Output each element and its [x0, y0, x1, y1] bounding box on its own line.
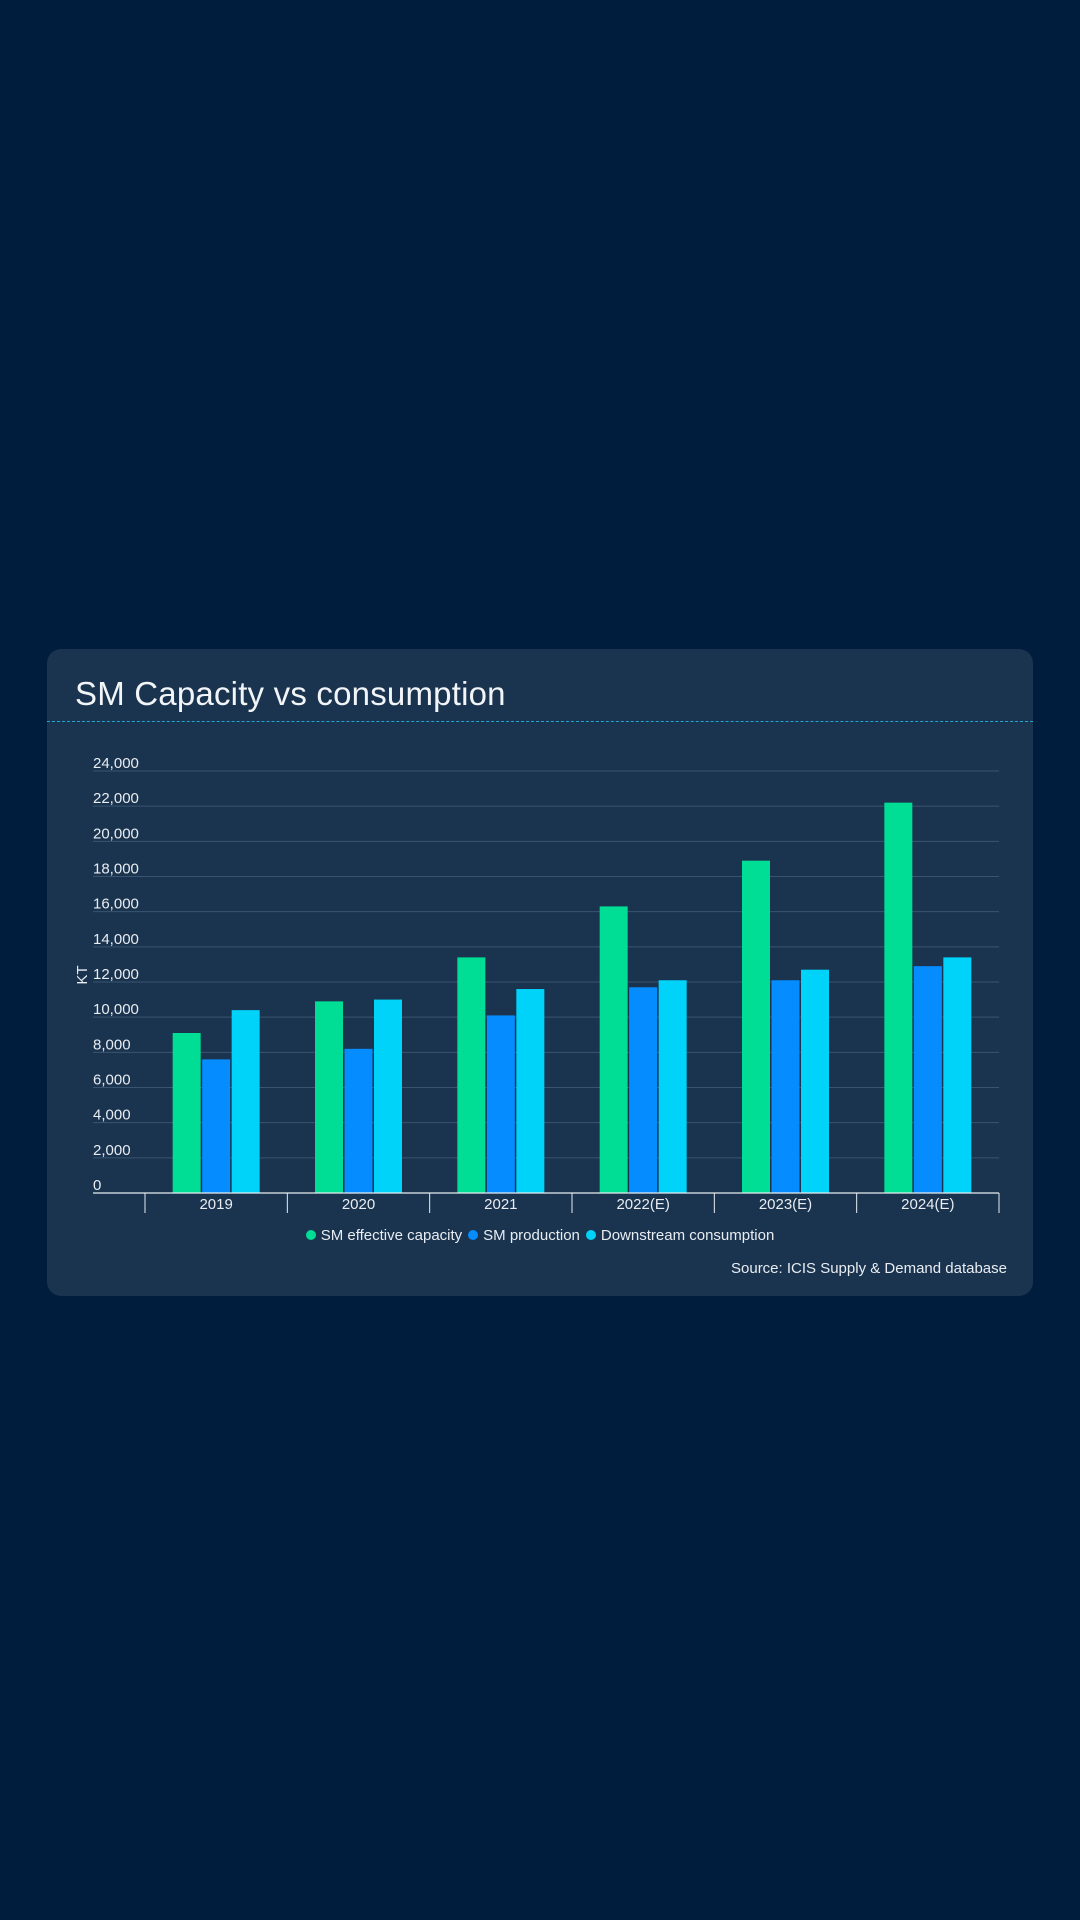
y-tick-label: 16,000: [93, 896, 139, 913]
y-tick-label: 12,000: [93, 966, 139, 983]
bar-sm-production: [486, 1015, 515, 1193]
bar-sm-production: [344, 1048, 373, 1193]
x-tick-label: 2023(E): [759, 1196, 812, 1213]
y-tick-label: 2,000: [93, 1142, 131, 1159]
legend-item: Downstream consumption: [585, 1227, 775, 1244]
bar-downstream-consumption: [374, 999, 402, 1193]
bar-sm-effective-capacity: [315, 1001, 343, 1193]
legend-swatch: [305, 1230, 316, 1240]
y-tick-label: 0: [93, 1177, 101, 1194]
bar-sm-effective-capacity: [172, 1032, 201, 1193]
title-divider: [47, 721, 1033, 722]
bar-downstream-consumption: [943, 957, 972, 1193]
y-tick-label: 22,000: [93, 790, 139, 807]
chart-legend: SM effective capacity SM production Downst…: [47, 1227, 1033, 1244]
bar-sm-effective-capacity: [599, 906, 628, 1193]
bar-sm-production: [629, 987, 658, 1193]
legend-swatch: [468, 1230, 479, 1240]
bar-sm-production: [913, 966, 942, 1193]
legend-label: SM effective capacity: [320, 1227, 463, 1244]
y-tick-label: 18,000: [93, 861, 139, 878]
legend-item: SM production: [468, 1227, 580, 1244]
legend-label: SM production: [483, 1227, 580, 1244]
y-tick-label: 20,000: [93, 825, 139, 842]
chart-title: SM Capacity vs consumption: [75, 675, 506, 712]
x-tick-label: 2024(E): [901, 1196, 954, 1213]
bar-sm-effective-capacity: [742, 860, 770, 1193]
legend-swatch: [585, 1230, 596, 1240]
bar-downstream-consumption: [658, 980, 687, 1193]
bars: [172, 802, 972, 1193]
y-tick-label: 14,000: [93, 931, 139, 948]
bar-sm-production: [771, 980, 800, 1193]
legend-item: SM effective capacity: [305, 1227, 463, 1244]
y-tick-label: 10,000: [93, 1001, 139, 1018]
chart-card: SM Capacity vs consumption 0 2,000 4,000 6,…: [47, 649, 1033, 1296]
bar-sm-effective-capacity: [457, 957, 486, 1193]
source-note: Source: ICIS Supply & Demand database: [731, 1260, 1007, 1277]
x-tick-label: 2019: [199, 1196, 232, 1213]
bar-downstream-consumption: [801, 969, 829, 1193]
x-tick-label: 2020: [342, 1196, 375, 1213]
bar-sm-production: [202, 1059, 231, 1193]
y-tick-label: 24,000: [93, 755, 139, 772]
y-axis-label: KT: [74, 965, 91, 984]
x-tick-label: 2022(E): [616, 1196, 669, 1213]
x-tick-label: 2021: [484, 1196, 517, 1213]
y-axis-ticks: 0 2,000 4,000 6,000 8,000 10,000 12,000 14,000 1…: [93, 755, 139, 1194]
x-axis-ticks: 2019 2020 2021 2022(E) 2023(E) 2024(E): [199, 1196, 954, 1213]
y-tick-label: 8,000: [93, 1036, 131, 1053]
y-tick-label: 6,000: [93, 1072, 131, 1089]
x-axis: [93, 1192, 1000, 1213]
bar-downstream-consumption: [231, 1010, 260, 1193]
legend-label: Downstream consumption: [600, 1227, 775, 1244]
bar-sm-effective-capacity: [884, 802, 913, 1193]
bar-chart: 0 2,000 4,000 6,000 8,000 10,000 12,000 14,000 1…: [74, 755, 1000, 1213]
y-tick-label: 4,000: [93, 1107, 131, 1124]
bar-downstream-consumption: [516, 989, 545, 1193]
